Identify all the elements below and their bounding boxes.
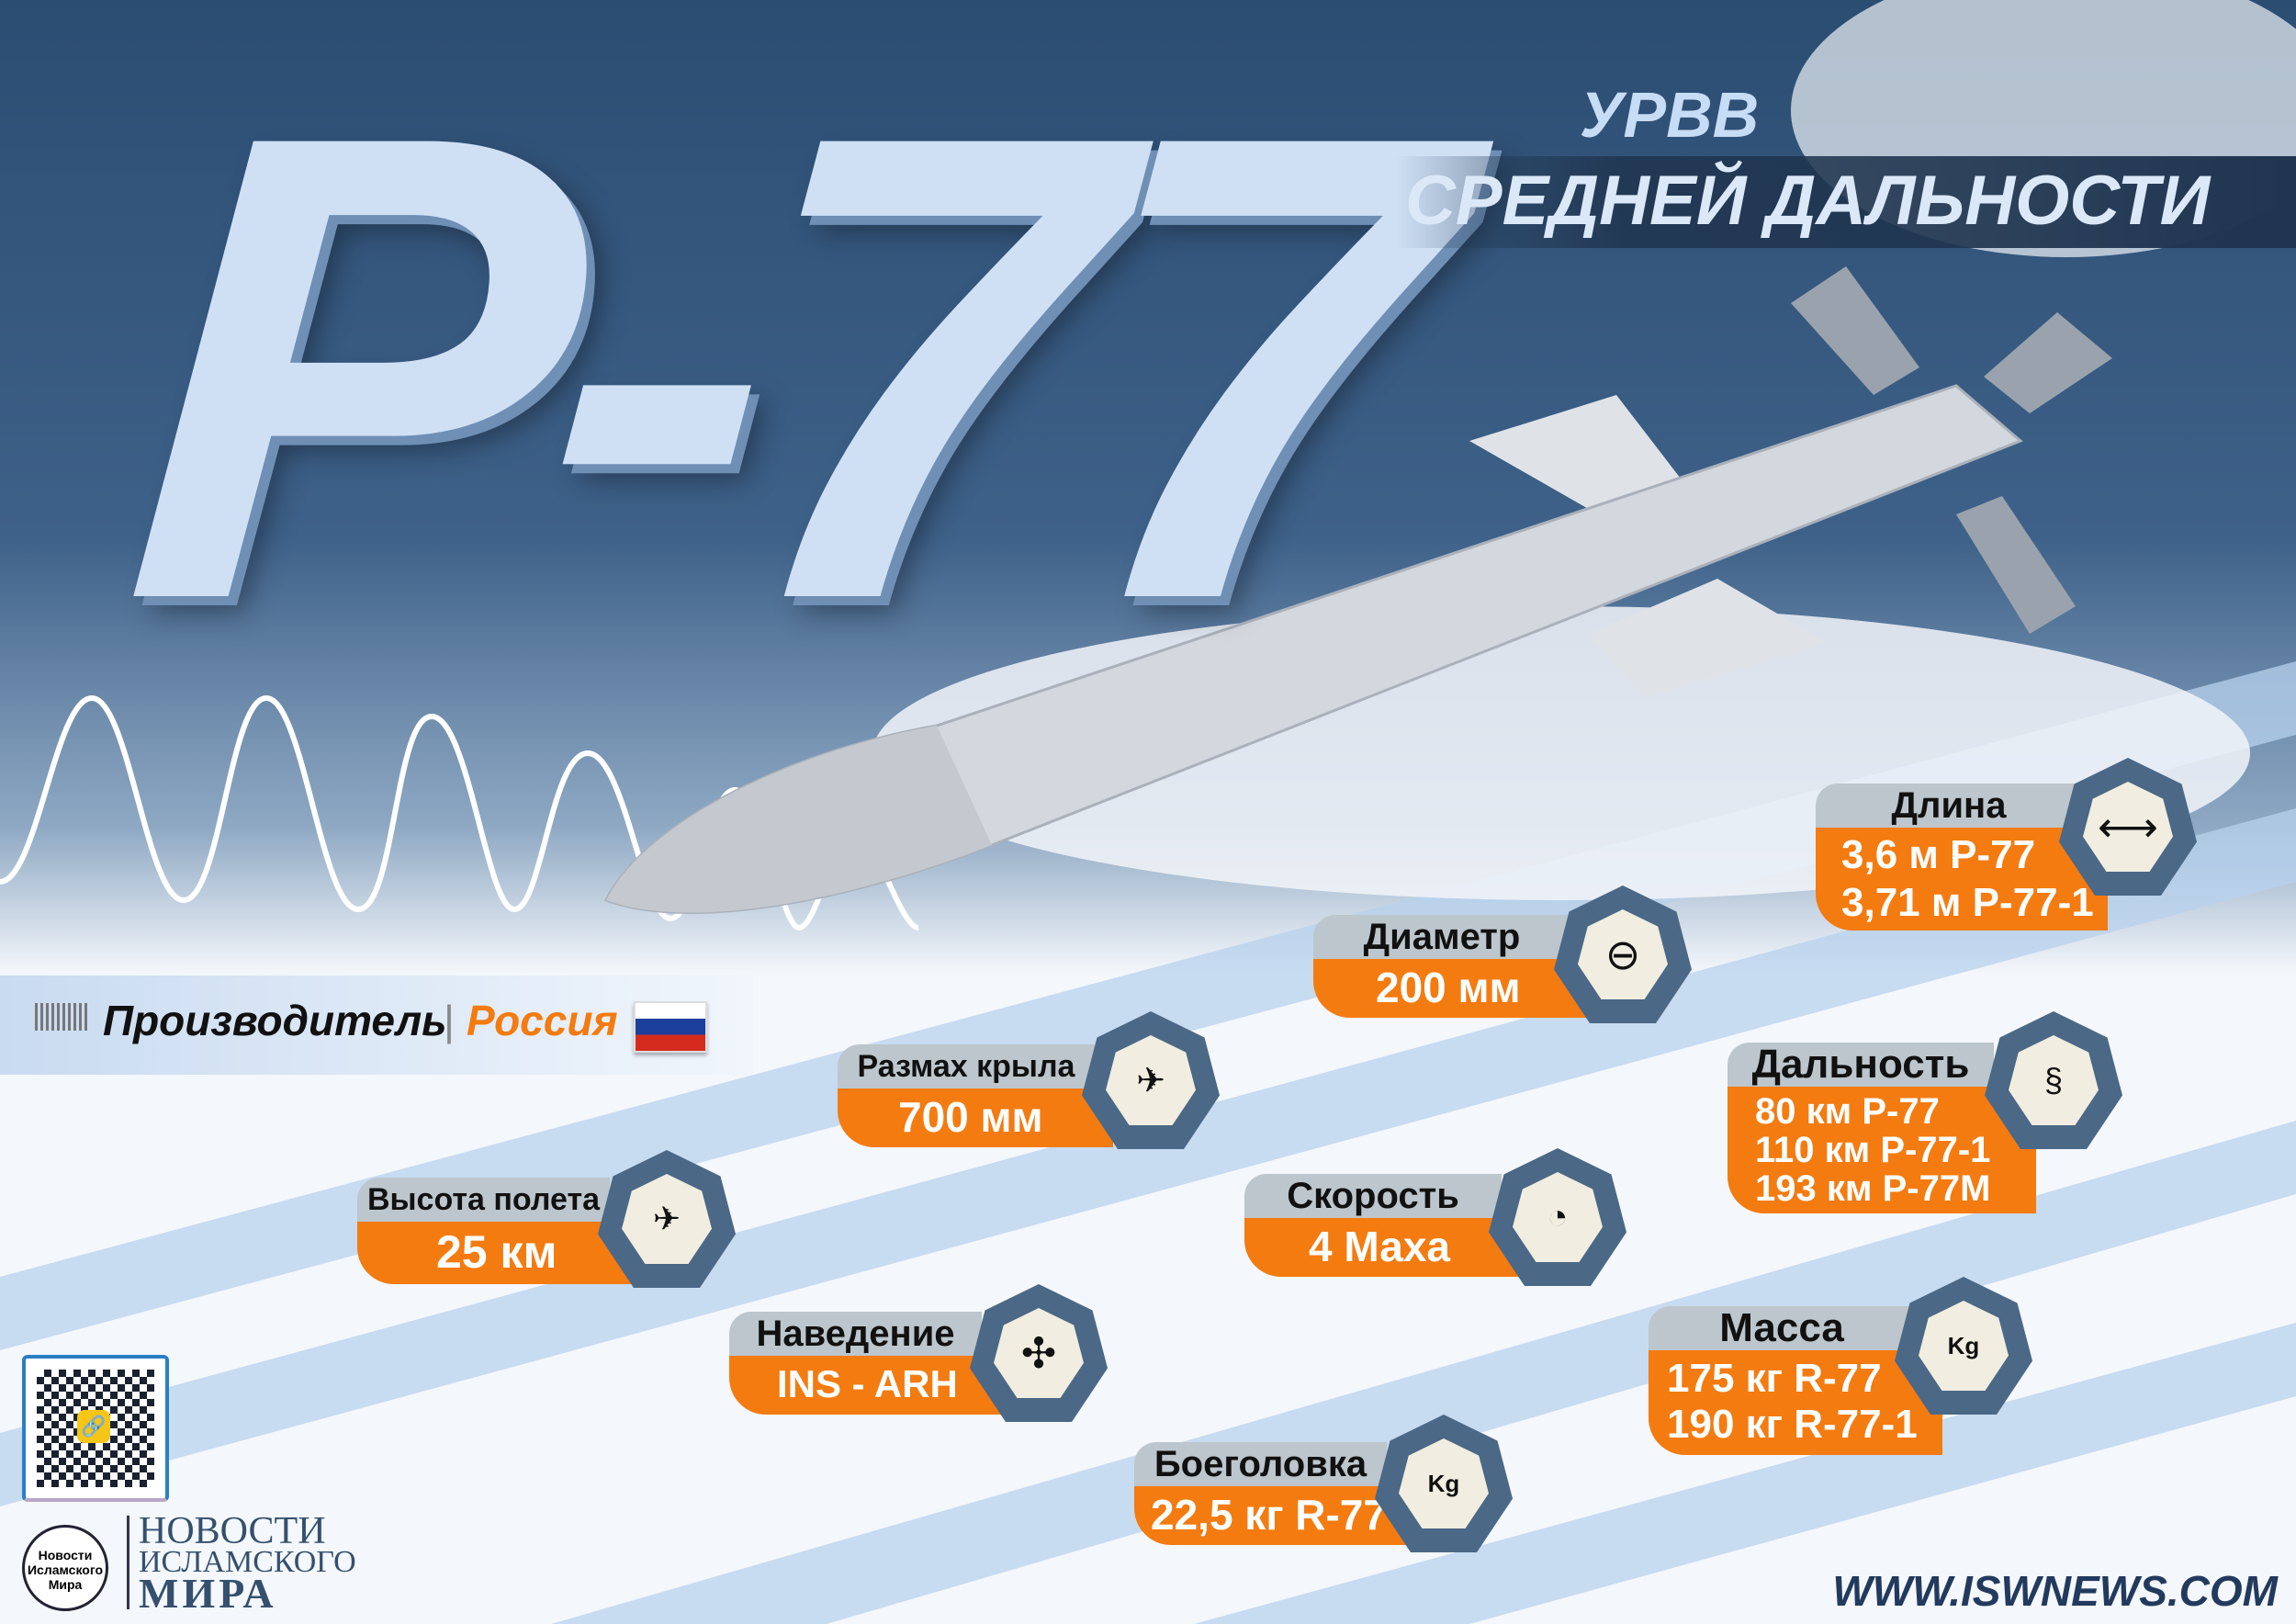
- spec-label: Масса: [1649, 1306, 1915, 1350]
- link-icon: 🔗: [77, 1410, 110, 1443]
- hex-badge: ✈: [598, 1150, 736, 1288]
- brand-logo: Новости Исламского Мира: [22, 1525, 108, 1611]
- spec-value: 700 мм: [838, 1088, 1113, 1147]
- spec-value: 3,6 м Р-77 3,71 м Р-77-1: [1816, 828, 2108, 930]
- spec-label: Дальность: [1728, 1043, 1994, 1087]
- spec-label: Боеголовка: [1134, 1442, 1387, 1486]
- hex-badge: ◔: [1489, 1148, 1626, 1286]
- weight-icon: Kg: [1919, 1301, 2009, 1391]
- website-link[interactable]: WWW.ISWNEWS.COM: [1832, 1567, 2278, 1615]
- spec-label: Высота полета: [357, 1178, 610, 1222]
- qr-code[interactable]: 🔗: [22, 1355, 169, 1502]
- wingspan-icon: ✈: [1106, 1035, 1196, 1125]
- missile-name-title: Р-77: [111, 0, 1451, 737]
- subtitle-band: [1396, 156, 2296, 248]
- manufacturer-label: Производитель: [103, 997, 447, 1044]
- spec-label: Длина: [1816, 784, 2082, 828]
- diameter-icon: ⊖: [1578, 909, 1668, 999]
- spec-value: 175 кг R-77 190 кг R-77-1: [1649, 1350, 1942, 1455]
- speedometer-icon: ◔: [1513, 1172, 1603, 1262]
- barcode-icon: [35, 1003, 88, 1031]
- subtitle-line1: УРВВ: [1580, 79, 1760, 151]
- manufacturer-country: Россия: [467, 997, 618, 1044]
- hex-badge: §: [1985, 1011, 2122, 1149]
- subtitle-line2: СРЕДНЕЙ ДАЛЬНОСТИ: [1405, 162, 2211, 240]
- spec-value: 25 км: [357, 1222, 633, 1284]
- separator: |: [444, 997, 455, 1044]
- hex-badge: ✣: [970, 1284, 1108, 1422]
- hex-badge: Kg: [1375, 1415, 1513, 1552]
- russia-flag-icon: [634, 1001, 707, 1053]
- manufacturer-bar: Производитель | Россия: [0, 976, 753, 1075]
- altitude-plane-icon: ✈: [622, 1174, 712, 1264]
- spec-label: Наведение: [729, 1312, 982, 1356]
- spec-label: Диаметр: [1313, 915, 1570, 959]
- warhead-weight-icon: Kg: [1399, 1438, 1489, 1528]
- spec-label: Размах крыла: [838, 1044, 1095, 1088]
- hex-badge: ⟷: [2059, 758, 2197, 896]
- spec-value: INS - ARH: [729, 1356, 1005, 1415]
- spec-value: 4 Маха: [1244, 1218, 1520, 1277]
- spec-value: 200 мм: [1313, 959, 1598, 1018]
- missile-image: [603, 266, 2112, 914]
- spec-label: Скорость: [1244, 1174, 1502, 1218]
- hex-badge: Kg: [1895, 1277, 2032, 1415]
- brand-name: НОВОСТИ ИСЛАМСКОГО МИРА: [127, 1512, 356, 1615]
- direction-arrows-icon: ✣: [994, 1308, 1084, 1398]
- double-arrow-icon: ⟷: [2083, 782, 2173, 872]
- hex-badge: ✈: [1082, 1011, 1220, 1149]
- hex-badge: ⊖: [1554, 885, 1692, 1023]
- route-icon: §: [2009, 1035, 2099, 1125]
- spec-value: 80 км Р-77 110 км Р-77-1 193 км Р-77М: [1728, 1087, 2036, 1213]
- spec-value: 22,5 кг R-77: [1134, 1486, 1410, 1545]
